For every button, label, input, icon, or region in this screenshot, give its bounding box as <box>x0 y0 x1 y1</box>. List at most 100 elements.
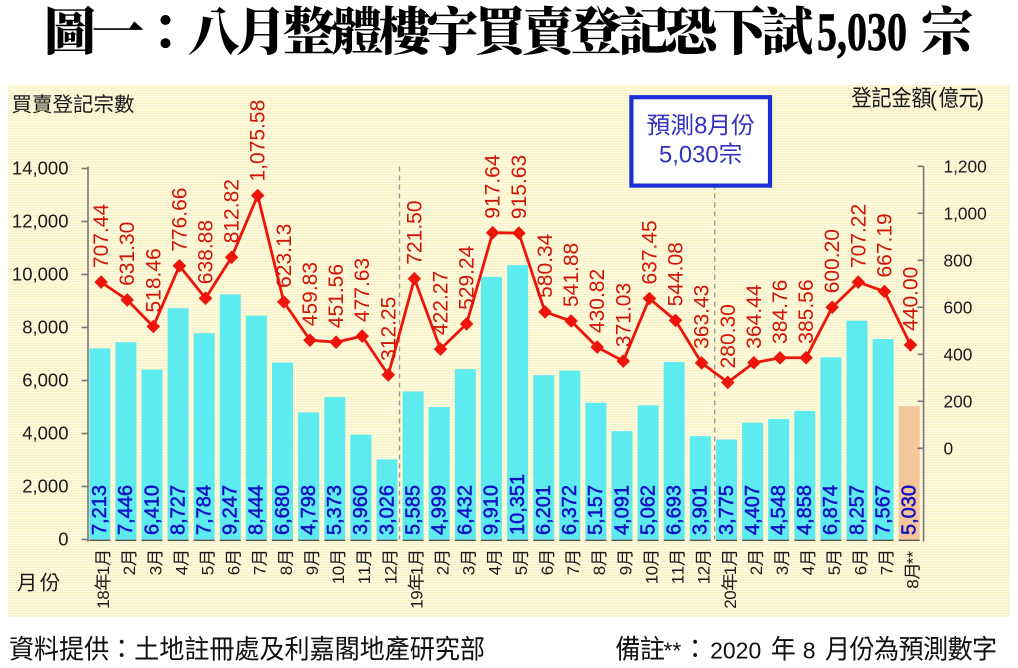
svg-text:371.03: 371.03 <box>612 283 635 347</box>
svg-text:707.22: 707.22 <box>847 204 870 268</box>
svg-text:10,351: 10,351 <box>507 474 529 535</box>
svg-text:776.66: 776.66 <box>168 188 191 252</box>
svg-text:6,693: 6,693 <box>664 485 686 535</box>
svg-text:6,201: 6,201 <box>533 485 555 535</box>
svg-text:0: 0 <box>329 566 348 575</box>
svg-text:721.50: 721.50 <box>403 200 426 264</box>
svg-text:1: 1 <box>669 575 688 584</box>
svg-text:1: 1 <box>94 566 113 575</box>
svg-text:623.13: 623.13 <box>273 224 296 288</box>
svg-text:400: 400 <box>944 345 973 365</box>
svg-text:4,858: 4,858 <box>794 485 816 535</box>
svg-text:600: 600 <box>944 298 973 318</box>
svg-text:631.30: 631.30 <box>116 222 139 286</box>
svg-text:280.30: 280.30 <box>717 304 740 368</box>
svg-text:459.83: 459.83 <box>299 262 322 326</box>
svg-text:6,432: 6,432 <box>455 485 477 535</box>
svg-text:9: 9 <box>303 566 322 575</box>
svg-text:8: 8 <box>94 590 113 599</box>
svg-text:1: 1 <box>642 575 661 584</box>
svg-text:451.56: 451.56 <box>325 264 348 328</box>
svg-text:5: 5 <box>512 566 531 575</box>
svg-text:8,727: 8,727 <box>167 485 189 535</box>
svg-text:915.63: 915.63 <box>508 155 531 219</box>
svg-text:9,910: 9,910 <box>481 485 503 535</box>
svg-text:7,567: 7,567 <box>872 485 894 535</box>
svg-text:8,000: 8,000 <box>22 317 68 338</box>
svg-text:0: 0 <box>642 566 661 575</box>
svg-text:477.63: 477.63 <box>351 258 374 322</box>
svg-text:4,548: 4,548 <box>768 485 790 535</box>
svg-text:363.43: 363.43 <box>691 285 714 349</box>
svg-text:1: 1 <box>407 599 426 608</box>
svg-text:637.45: 637.45 <box>638 220 661 284</box>
svg-text:14,000: 14,000 <box>12 158 69 179</box>
svg-text:5,157: 5,157 <box>585 485 607 535</box>
svg-text:385.56: 385.56 <box>795 279 818 343</box>
svg-text:638.88: 638.88 <box>195 220 218 284</box>
svg-text:7: 7 <box>251 566 270 575</box>
svg-text:*: * <box>904 557 923 564</box>
svg-text:200: 200 <box>944 392 973 412</box>
svg-text:6,874: 6,874 <box>820 485 842 535</box>
svg-text:8: 8 <box>590 566 609 575</box>
svg-text:3,901: 3,901 <box>690 485 712 535</box>
svg-text:5,062: 5,062 <box>637 485 659 535</box>
svg-text:1: 1 <box>695 575 714 584</box>
svg-text:6,372: 6,372 <box>559 485 581 535</box>
svg-text:707.44: 707.44 <box>90 204 113 269</box>
svg-text:3: 3 <box>460 566 479 575</box>
svg-text:2: 2 <box>381 566 400 575</box>
svg-text:4: 4 <box>172 566 191 575</box>
svg-text:6,000: 6,000 <box>22 370 68 391</box>
svg-text:2,000: 2,000 <box>22 476 68 497</box>
svg-text:2: 2 <box>434 566 453 575</box>
svg-text:6: 6 <box>851 566 870 575</box>
svg-text:): ) <box>977 88 984 111</box>
svg-text:**: ** <box>663 638 681 664</box>
svg-text:4: 4 <box>799 566 818 575</box>
svg-text:917.64: 917.64 <box>482 154 505 219</box>
svg-text:2: 2 <box>747 566 766 575</box>
svg-text:12,000: 12,000 <box>12 211 69 232</box>
svg-text:667.19: 667.19 <box>873 213 896 277</box>
svg-text:5,030: 5,030 <box>899 485 921 535</box>
svg-text:6: 6 <box>225 566 244 575</box>
svg-text:8,444: 8,444 <box>246 485 268 535</box>
svg-text:9,247: 9,247 <box>220 485 242 535</box>
svg-text:600.20: 600.20 <box>821 229 844 293</box>
svg-text:1,000: 1,000 <box>944 204 987 224</box>
svg-text:7,784: 7,784 <box>194 485 216 535</box>
svg-text:6,680: 6,680 <box>272 485 294 535</box>
svg-text:4,999: 4,999 <box>429 485 451 535</box>
svg-text:2: 2 <box>721 599 740 608</box>
svg-text:1: 1 <box>407 566 426 575</box>
svg-text:1: 1 <box>381 575 400 584</box>
svg-text:7,446: 7,446 <box>115 485 137 535</box>
svg-text:384.76: 384.76 <box>769 280 792 344</box>
svg-text:*: * <box>904 551 923 558</box>
svg-text:422.27: 422.27 <box>430 271 453 335</box>
svg-text:5,373: 5,373 <box>324 485 346 535</box>
svg-text:8: 8 <box>803 638 816 664</box>
svg-text:4,798: 4,798 <box>298 485 320 535</box>
svg-text:0: 0 <box>944 439 954 459</box>
svg-text:541.88: 541.88 <box>560 243 583 307</box>
svg-text:364.44: 364.44 <box>743 284 766 349</box>
svg-text:3,775: 3,775 <box>716 485 738 535</box>
svg-text:312.25: 312.25 <box>377 297 400 361</box>
svg-text:8: 8 <box>904 579 923 588</box>
svg-text:6: 6 <box>538 566 557 575</box>
svg-text:5: 5 <box>825 566 844 575</box>
svg-text:5: 5 <box>199 566 218 575</box>
svg-text:1,200: 1,200 <box>944 157 987 177</box>
svg-text:2020: 2020 <box>710 638 761 664</box>
svg-text:7: 7 <box>564 566 583 575</box>
svg-text:2: 2 <box>695 566 714 575</box>
svg-text:8,257: 8,257 <box>846 485 868 535</box>
svg-text:0: 0 <box>721 590 740 599</box>
svg-text:5,585: 5,585 <box>402 485 424 535</box>
svg-text:(: ( <box>930 88 937 111</box>
svg-text:8: 8 <box>277 566 296 575</box>
svg-text:10,000: 10,000 <box>12 264 69 285</box>
